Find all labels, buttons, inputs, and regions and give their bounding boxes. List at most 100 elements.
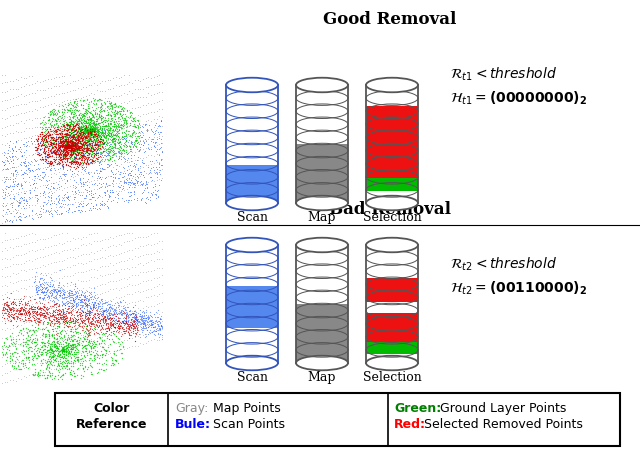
Point [68, 295, 78, 302]
Point [92, 152, 102, 160]
Point [70, 166, 81, 174]
Point [53, 142, 63, 149]
Point [85, 313, 95, 321]
Point [38, 304, 49, 311]
Point [150, 319, 161, 327]
Point [0, 256, 7, 263]
Point [89, 293, 99, 300]
Point [105, 155, 115, 162]
Point [92, 256, 102, 263]
Point [95, 106, 105, 113]
Point [43, 261, 53, 268]
Point [19, 149, 29, 156]
Point [51, 102, 61, 109]
Point [83, 120, 93, 128]
Point [146, 161, 156, 168]
Point [84, 327, 94, 334]
Point [120, 330, 130, 337]
Point [71, 350, 81, 357]
Point [132, 112, 143, 120]
Point [126, 309, 136, 317]
Point [138, 138, 148, 145]
Point [73, 356, 83, 363]
Point [113, 329, 124, 336]
Point [56, 108, 67, 115]
Point [70, 165, 81, 172]
Point [131, 124, 141, 131]
Point [54, 292, 65, 299]
Point [112, 129, 122, 136]
Point [70, 318, 81, 325]
Point [81, 224, 91, 231]
Point [148, 323, 159, 331]
Point [66, 119, 76, 126]
Point [113, 49, 124, 56]
Point [10, 301, 20, 308]
Point [94, 184, 104, 192]
Point [67, 125, 77, 132]
Point [10, 359, 20, 367]
Point [68, 345, 79, 353]
Point [100, 184, 111, 191]
Point [38, 332, 48, 340]
Point [41, 166, 51, 173]
Point [65, 156, 76, 163]
Point [118, 327, 129, 335]
Point [88, 193, 99, 201]
Point [70, 78, 81, 85]
Point [86, 129, 96, 136]
Point [108, 183, 118, 190]
Point [154, 318, 164, 325]
Point [29, 312, 39, 319]
Point [101, 180, 111, 187]
Point [35, 132, 45, 139]
Point [68, 359, 78, 366]
Point [65, 254, 75, 261]
Point [62, 155, 72, 162]
Point [31, 355, 41, 362]
Point [70, 159, 81, 166]
Point [45, 370, 55, 377]
Point [8, 300, 19, 308]
Point [104, 311, 115, 318]
Point [80, 160, 90, 167]
Point [84, 292, 94, 299]
Point [60, 151, 70, 158]
Point [63, 144, 73, 151]
Point [81, 129, 91, 136]
Point [35, 283, 45, 290]
Point [49, 143, 59, 150]
Point [84, 267, 94, 274]
Point [87, 126, 97, 133]
Point [19, 197, 29, 204]
Point [65, 143, 75, 151]
Point [107, 105, 117, 112]
Point [65, 163, 75, 170]
Point [106, 99, 116, 106]
Point [68, 133, 78, 141]
Point [77, 342, 87, 349]
Point [70, 144, 81, 151]
Point [93, 154, 103, 161]
Point [65, 290, 75, 297]
Point [36, 213, 47, 221]
Point [57, 138, 67, 146]
Point [2, 157, 12, 164]
Point [67, 311, 77, 318]
Point [118, 170, 128, 177]
Point [109, 318, 120, 325]
Point [56, 147, 66, 154]
Point [35, 316, 45, 323]
Point [84, 99, 95, 106]
Point [32, 370, 42, 377]
Point [64, 143, 74, 150]
Point [62, 335, 72, 342]
Point [8, 157, 18, 164]
Point [23, 165, 33, 172]
Point [136, 181, 147, 188]
Point [21, 335, 31, 342]
Point [76, 298, 86, 305]
Point [65, 139, 75, 147]
Point [51, 313, 61, 321]
Point [74, 189, 84, 196]
